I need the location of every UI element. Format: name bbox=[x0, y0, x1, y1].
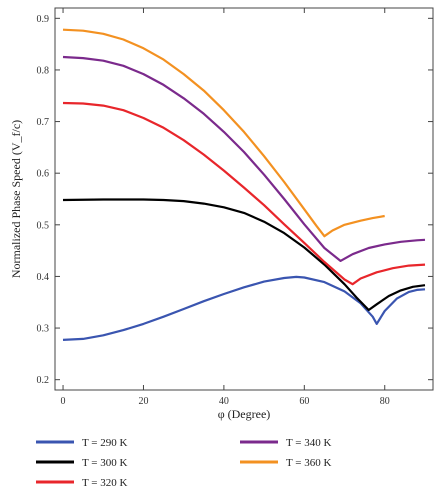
axis-ticks: 0 20 40 60 80 0.2 0.3 0.4 0.5 0.6 0.7 0.8 0.9 bbox=[37, 8, 433, 407]
x-tick-label: 40 bbox=[219, 396, 229, 407]
y-tick-label: 0.6 bbox=[37, 169, 50, 180]
series-line-3 bbox=[62, 55, 426, 262]
series-line-1 bbox=[62, 198, 426, 312]
legend-label-3: T = 340 K bbox=[286, 437, 331, 449]
legend: T = 290 K T = 300 K T = 320 K T = 340 K T = … bbox=[36, 437, 331, 489]
series-lines bbox=[62, 28, 426, 341]
x-tick-label: 0 bbox=[61, 396, 66, 407]
legend-label-2: T = 320 K bbox=[82, 477, 127, 489]
y-axis-title: Normalized Phase Speed (V_f/c) bbox=[9, 120, 23, 278]
y-tick-label: 0.2 bbox=[37, 375, 50, 386]
y-tick-label: 0.8 bbox=[37, 65, 50, 76]
y-tick-label: 0.5 bbox=[37, 220, 50, 231]
legend-label-0: T = 290 K bbox=[82, 437, 127, 449]
x-tick-label: 20 bbox=[138, 396, 148, 407]
y-tick-label: 0.9 bbox=[37, 14, 50, 25]
x-tick-label: 80 bbox=[380, 396, 390, 407]
series-line-4 bbox=[62, 28, 385, 238]
plot-frame bbox=[54, 7, 434, 391]
y-tick-label: 0.7 bbox=[37, 117, 50, 128]
series-line-0 bbox=[62, 275, 426, 341]
legend-label-4: T = 360 K bbox=[286, 457, 331, 469]
y-tick-label: 0.4 bbox=[37, 272, 50, 283]
legend-label-1: T = 300 K bbox=[82, 457, 127, 469]
y-tick-label: 0.3 bbox=[37, 324, 50, 335]
series-line-2 bbox=[62, 101, 426, 286]
x-axis-title: φ (Degree) bbox=[218, 407, 271, 421]
x-tick-label: 60 bbox=[299, 396, 309, 407]
